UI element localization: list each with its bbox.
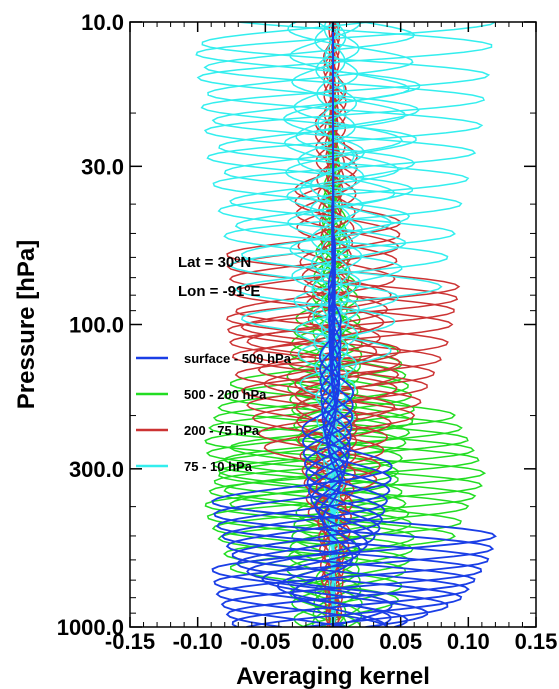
y-axis: 10.0 30.0 100.0 300.0 1000.0	[57, 10, 536, 640]
kernel-curve	[211, 22, 497, 627]
y-tick-label: 30.0	[81, 154, 124, 179]
y-tick-label: 100.0	[69, 313, 124, 338]
x-tick-label: 0.05	[379, 629, 422, 654]
legend-label: 75 - 10 hPa	[184, 459, 253, 474]
annotation-text: Lat = 30oN	[178, 254, 251, 272]
annotation-text: Lon = -91oE	[178, 283, 260, 301]
x-tick-label: 0.15	[515, 629, 558, 654]
x-axis-title: Averaging kernel	[236, 663, 430, 689]
x-axis: -0.15 -0.10 -0.05 0.00 0.05 0.10 0.15	[105, 22, 557, 654]
y-tick-label: 1000.0	[57, 615, 124, 640]
x-tick-label: 0.00	[312, 629, 355, 654]
kernel-curve	[234, 22, 449, 627]
legend: surface - 500 hPa 500 - 200 hPa 200 - 75 h…	[136, 351, 292, 474]
x-tick-label: -0.05	[240, 629, 290, 654]
kernel-curve	[231, 22, 454, 627]
legend-label: 500 - 200 hPa	[184, 387, 267, 402]
y-axis-title: Pressure [hPa]	[13, 240, 40, 409]
x-tick-label: -0.10	[173, 629, 223, 654]
location-annotations: Lat = 30oN Lon = -91oE	[178, 254, 260, 301]
x-tick-label: -0.15	[105, 629, 155, 654]
x-tick-label: 0.10	[447, 629, 490, 654]
y-tick-label: 300.0	[69, 457, 124, 482]
kernel-curves	[195, 22, 497, 627]
legend-label: surface - 500 hPa	[184, 351, 292, 366]
y-tick-label: 10.0	[81, 10, 124, 35]
legend-label: 200 - 75 hPa	[184, 423, 260, 438]
